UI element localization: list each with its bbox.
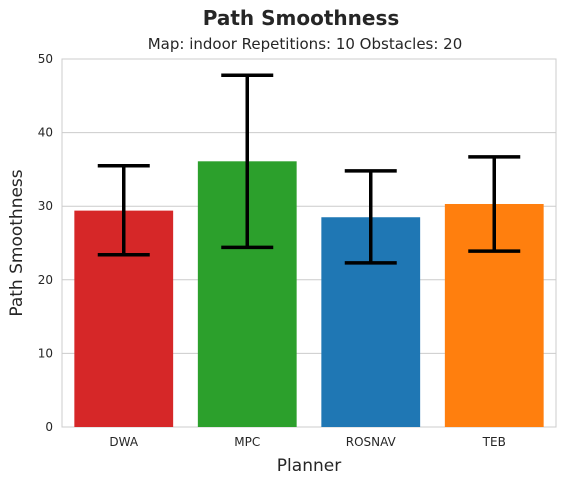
error-bar-rosnav xyxy=(344,169,397,265)
y-tick-label: 40 xyxy=(38,126,53,140)
x-tick-label: TEB xyxy=(482,435,506,449)
error-bar-mpc xyxy=(221,73,274,250)
y-axis-label: Path Smoothness xyxy=(7,169,27,316)
x-tick-label: ROSNAV xyxy=(346,435,397,449)
error-bar-teb xyxy=(468,155,521,253)
x-axis-label: Planner xyxy=(277,456,341,476)
error-bars xyxy=(97,73,521,265)
x-tick-label: DWA xyxy=(109,435,138,449)
y-tick-label: 30 xyxy=(38,199,53,213)
error-bar-dwa xyxy=(97,163,150,257)
y-tick-label: 0 xyxy=(45,420,53,434)
chart-title: Path Smoothness xyxy=(203,6,400,30)
y-tick-labels: 0 10 20 30 40 50 xyxy=(38,52,53,434)
x-tick-labels: DWA MPC ROSNAV TEB xyxy=(109,435,505,449)
y-tick-label: 20 xyxy=(38,273,53,287)
y-tick-label: 50 xyxy=(38,52,53,66)
chart-subtitle: Map: indoor Repetitions: 10 Obstacles: 2… xyxy=(148,35,463,53)
x-tick-label: MPC xyxy=(234,435,260,449)
y-tick-label: 10 xyxy=(38,346,53,360)
